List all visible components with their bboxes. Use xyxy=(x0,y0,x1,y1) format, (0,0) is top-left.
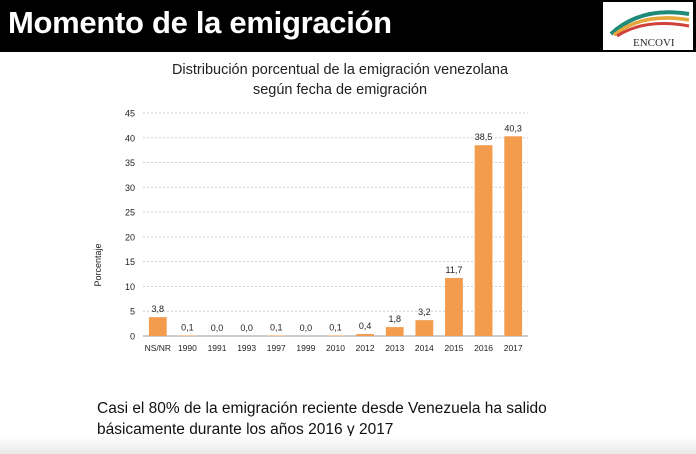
data-label: 1,8 xyxy=(388,314,401,324)
x-tick-label: 2014 xyxy=(415,343,434,353)
y-tick-label: 35 xyxy=(125,158,135,168)
conclusion-line-1: Casi el 80% de la emigración reciente de… xyxy=(97,400,547,417)
x-tick-label: 2016 xyxy=(474,343,493,353)
data-label: 0,1 xyxy=(181,323,194,333)
y-axis-label: Porcentaje xyxy=(93,243,103,286)
y-tick-label: 40 xyxy=(125,133,135,143)
page-title: Momento de la emigración xyxy=(8,5,392,40)
bar-chart: Distribución porcentual de la emigración… xyxy=(0,52,696,362)
bar xyxy=(385,327,404,336)
y-tick-labels: 0 5 10 15 20 25 30 35 40 45 xyxy=(125,109,135,342)
bar xyxy=(148,317,167,336)
bars xyxy=(148,136,523,336)
data-label: 3,2 xyxy=(418,307,431,317)
data-label: 0,0 xyxy=(300,323,313,333)
y-tick-label: 15 xyxy=(125,257,135,267)
data-label: 38,5 xyxy=(475,132,493,142)
y-tick-label: 45 xyxy=(125,109,135,119)
conclusion-line-2: básicamente durante los años 2016 y 2017 xyxy=(97,421,394,438)
data-label: 11,7 xyxy=(446,265,463,275)
conclusion-text: Casi el 80% de la emigración reciente de… xyxy=(97,398,657,440)
x-tick-label: 2013 xyxy=(385,343,404,353)
x-tick-label: 1993 xyxy=(237,343,256,353)
x-tick-label: 2012 xyxy=(356,343,375,353)
x-tick-label: 1999 xyxy=(296,343,315,353)
data-labels: 3,8 0,1 0,0 0,0 0,1 0,0 0,1 0,4 1,8 3,2 11,7 38,5 40… xyxy=(152,123,522,333)
x-tick-label: NS/NR xyxy=(145,343,171,353)
logo-text: ENCOVI xyxy=(633,37,675,49)
header-bar: Momento de la emigración xyxy=(0,0,696,52)
x-tick-label: 1997 xyxy=(267,343,286,353)
chart-title: Distribución porcentual de la emigración… xyxy=(172,62,509,78)
y-tick-label: 25 xyxy=(125,208,135,218)
data-label: 0,0 xyxy=(240,323,253,333)
x-tick-label: 2017 xyxy=(504,343,523,353)
grid-lines xyxy=(143,112,528,337)
bar xyxy=(415,320,434,336)
data-label: 0,0 xyxy=(211,323,224,333)
encovi-logo: ENCOVI xyxy=(603,2,693,50)
data-label: 0,4 xyxy=(359,321,372,331)
bar xyxy=(504,136,523,336)
y-tick-label: 0 xyxy=(130,332,135,342)
y-tick-label: 30 xyxy=(125,183,135,193)
y-tick-label: 10 xyxy=(125,282,135,292)
bar xyxy=(445,278,463,336)
data-label: 0,1 xyxy=(270,323,283,333)
chart-subtitle: según fecha de emigración xyxy=(253,82,427,98)
data-label: 0,1 xyxy=(329,323,342,333)
y-tick-label: 20 xyxy=(125,232,135,242)
x-tick-label: 1990 xyxy=(178,343,197,353)
x-tick-label: 2015 xyxy=(445,343,464,353)
x-tick-label: 1991 xyxy=(208,343,227,353)
bar xyxy=(356,334,374,336)
data-label: 3,8 xyxy=(152,304,165,314)
data-label: 40,3 xyxy=(504,123,522,133)
bottom-shadow xyxy=(0,436,696,454)
bar xyxy=(474,145,493,336)
x-tick-labels: NS/NR 1990 1991 1993 1997 1999 2010 2012 2013 201… xyxy=(145,343,523,353)
x-tick-label: 2010 xyxy=(326,343,345,353)
y-tick-label: 5 xyxy=(130,307,135,317)
